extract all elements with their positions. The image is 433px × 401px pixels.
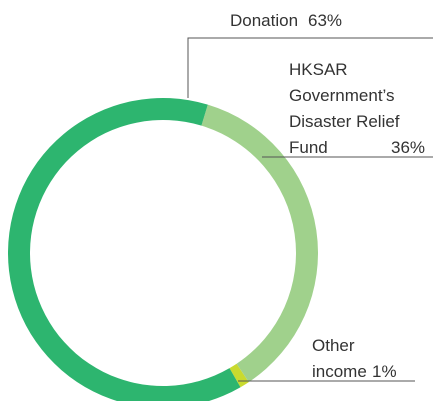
donut-slice <box>8 98 241 401</box>
value-label: 63% <box>308 11 343 30</box>
donut-slice <box>201 104 318 383</box>
value-label: 1% <box>372 362 397 381</box>
leader-line <box>187 37 433 98</box>
slice-label: Donation <box>230 11 299 30</box>
slice-label: Other income <box>312 336 367 381</box>
slice-label: HKSAR Government’s Disaster Relief Fund <box>289 60 400 157</box>
value-label: 36% <box>391 138 426 157</box>
